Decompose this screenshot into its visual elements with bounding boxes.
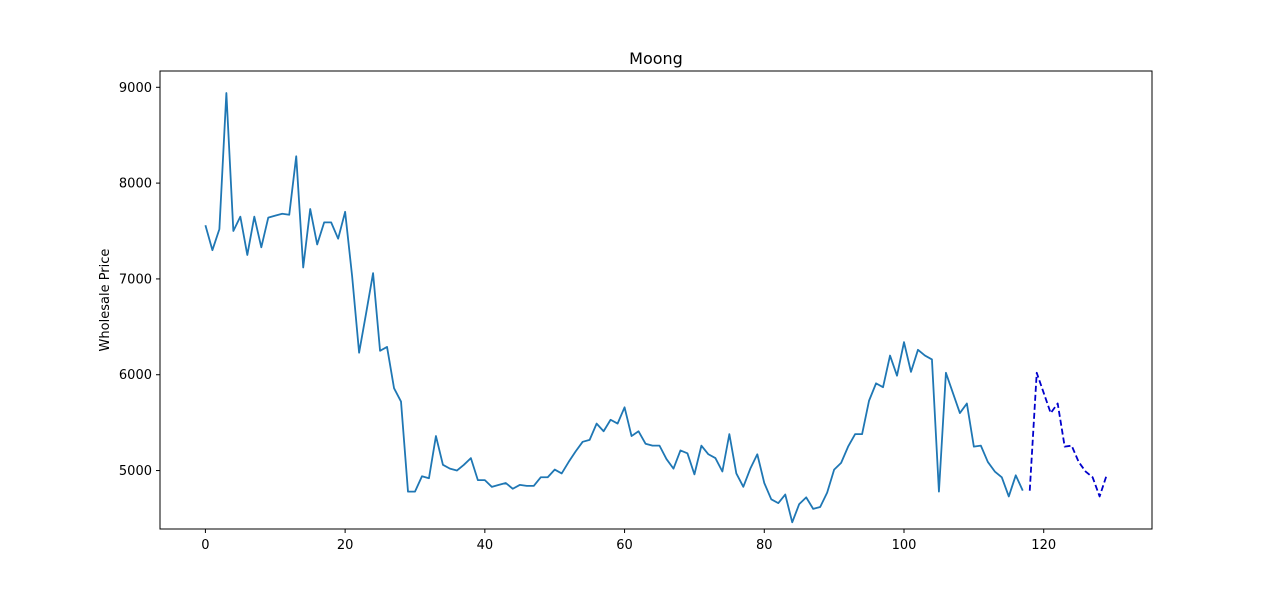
x-tick-label: 100 bbox=[892, 538, 917, 553]
forecast-series-line bbox=[1028, 371, 1108, 498]
chart-title: Moong bbox=[629, 49, 683, 68]
y-tick-label: 8000 bbox=[119, 177, 152, 192]
y-tick-label: 7000 bbox=[119, 272, 152, 287]
y-tick-label: 5000 bbox=[119, 464, 152, 479]
x-tick-label: 80 bbox=[756, 538, 773, 553]
y-axis-label: Wholesale Price bbox=[98, 249, 113, 352]
x-axis-ticks: 0 20 40 60 80 100 120 bbox=[201, 529, 1056, 553]
x-tick-label: 20 bbox=[337, 538, 354, 553]
x-tick-label: 60 bbox=[616, 538, 633, 553]
y-tick-label: 6000 bbox=[119, 368, 152, 383]
x-tick-label: 0 bbox=[201, 538, 209, 553]
x-tick-label: 120 bbox=[1031, 538, 1056, 553]
x-tick-label: 40 bbox=[477, 538, 494, 553]
y-axis-ticks: 5000 6000 7000 8000 9000 bbox=[119, 81, 160, 479]
plot-frame bbox=[159, 70, 1153, 530]
series-layer bbox=[204, 92, 1108, 524]
price-series-line bbox=[204, 92, 1024, 524]
y-tick-label: 9000 bbox=[119, 81, 152, 96]
